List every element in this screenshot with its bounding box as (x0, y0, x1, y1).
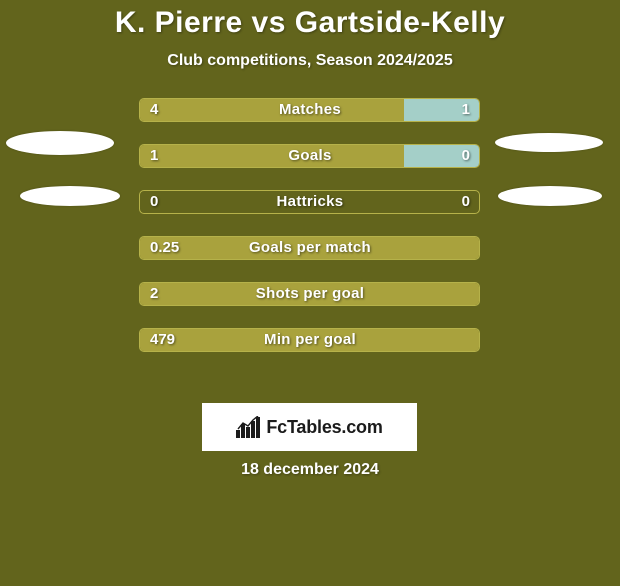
avatar-placeholder (6, 131, 114, 155)
date-text: 18 december 2024 (0, 461, 620, 479)
value-right: 0 (462, 147, 470, 164)
fctables-logo: FcTables.com (202, 403, 417, 451)
value-left: 479 (150, 331, 175, 348)
bar-track (139, 328, 480, 352)
value-left: 1 (150, 147, 158, 164)
bar-track (139, 282, 480, 306)
metric-row: 479Min per goal (0, 328, 620, 374)
logo-text: FcTables.com (266, 417, 382, 438)
subtitle: Club competitions, Season 2024/2025 (0, 52, 620, 70)
bar-fill-left (140, 145, 404, 167)
bars-icon (236, 416, 262, 438)
value-left: 4 (150, 101, 158, 118)
avatar-placeholder (495, 133, 603, 152)
bar-fill-left (140, 329, 479, 351)
metric-row: 0.25Goals per match (0, 236, 620, 282)
avatar-placeholder (498, 186, 602, 206)
bar-fill-left (140, 283, 479, 305)
bar-track (139, 98, 480, 122)
bar-fill-left (140, 99, 404, 121)
value-left: 0 (150, 193, 158, 210)
value-left: 0.25 (150, 239, 179, 256)
metric-row: 2Shots per goal (0, 282, 620, 328)
bar-fill-left (140, 237, 479, 259)
page-title: K. Pierre vs Gartside-Kelly (0, 6, 620, 40)
bar-track (139, 144, 480, 168)
value-right: 1 (462, 101, 470, 118)
value-right: 0 (462, 193, 470, 210)
bar-track (139, 190, 480, 214)
avatar-placeholder (20, 186, 120, 206)
bar-track (139, 236, 480, 260)
value-left: 2 (150, 285, 158, 302)
